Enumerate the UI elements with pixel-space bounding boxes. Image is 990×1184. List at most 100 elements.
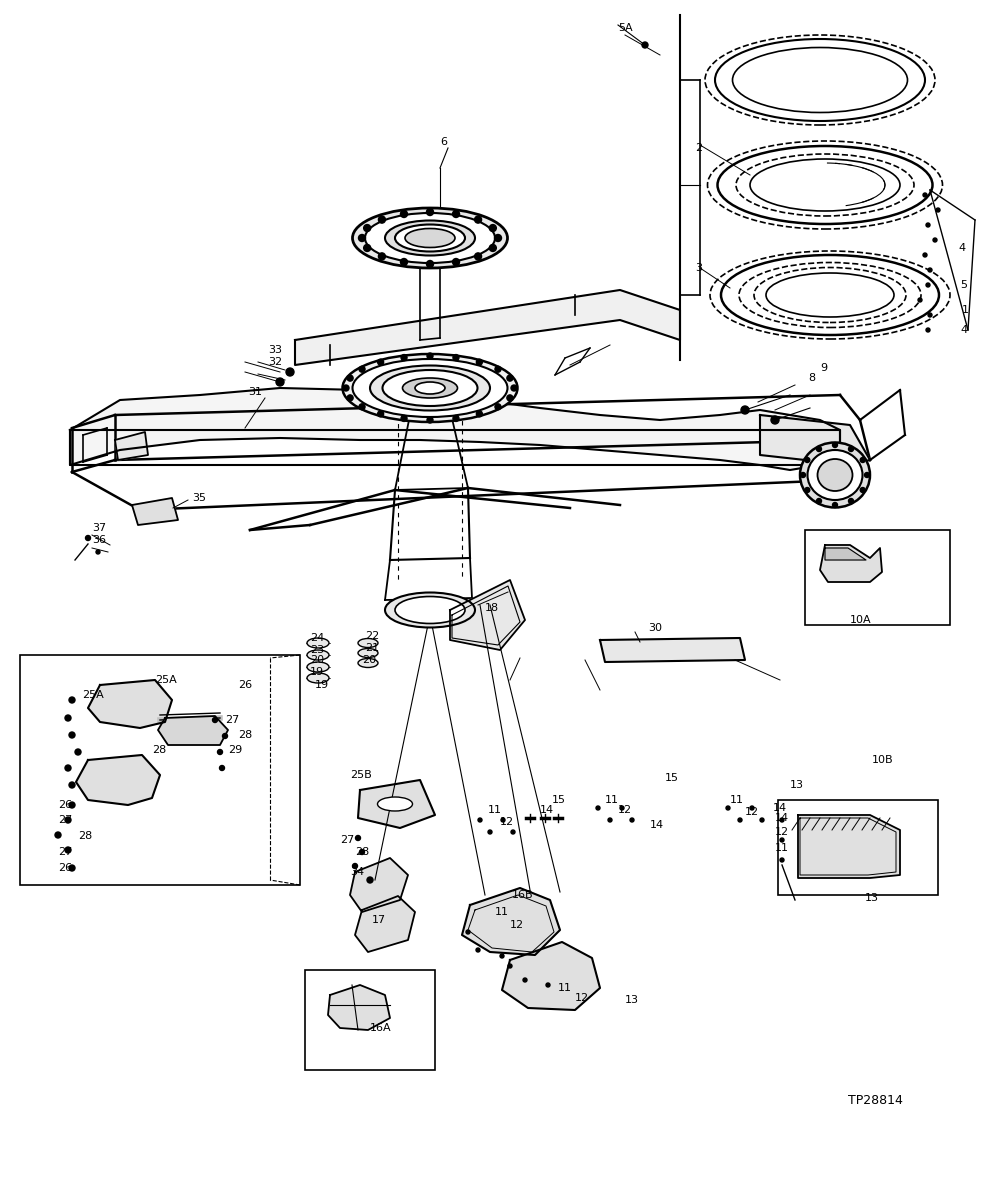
Polygon shape (820, 545, 882, 583)
Text: 14: 14 (650, 821, 664, 830)
Circle shape (508, 964, 512, 969)
Text: 11: 11 (558, 983, 572, 993)
Text: 33: 33 (268, 345, 282, 355)
Text: 25B: 25B (350, 770, 372, 780)
Text: 19: 19 (310, 667, 324, 677)
Bar (20, 655, 300, 884)
Circle shape (833, 502, 838, 508)
Text: 29: 29 (228, 745, 243, 755)
Polygon shape (70, 388, 840, 470)
Text: 36: 36 (92, 535, 106, 545)
Circle shape (65, 765, 71, 771)
Text: 13: 13 (865, 893, 879, 903)
Circle shape (780, 818, 784, 822)
Text: 35: 35 (192, 493, 206, 503)
Polygon shape (158, 716, 228, 745)
Circle shape (926, 283, 930, 287)
Ellipse shape (365, 213, 495, 263)
Polygon shape (450, 580, 525, 650)
Circle shape (620, 806, 624, 810)
Circle shape (494, 234, 502, 242)
Circle shape (630, 818, 634, 822)
Polygon shape (132, 498, 178, 525)
Circle shape (501, 818, 505, 822)
Circle shape (55, 832, 61, 838)
Circle shape (427, 417, 433, 423)
Circle shape (401, 211, 408, 218)
Ellipse shape (808, 450, 862, 500)
Polygon shape (600, 638, 745, 662)
Text: 26: 26 (238, 680, 252, 690)
Circle shape (507, 395, 513, 401)
Text: 34: 34 (350, 867, 364, 877)
Circle shape (401, 354, 407, 361)
Circle shape (476, 948, 480, 952)
Text: 14: 14 (775, 813, 789, 823)
Bar (805, 530, 950, 625)
Text: 10A: 10A (850, 614, 871, 625)
Circle shape (213, 718, 218, 722)
Text: 20: 20 (310, 655, 324, 665)
Circle shape (523, 978, 527, 982)
Text: 11: 11 (488, 805, 502, 815)
Text: 28: 28 (152, 745, 166, 755)
Text: 20: 20 (362, 655, 376, 665)
Ellipse shape (352, 208, 508, 268)
Circle shape (801, 472, 806, 477)
Circle shape (452, 211, 459, 218)
Circle shape (750, 806, 754, 810)
Circle shape (805, 488, 810, 493)
Circle shape (378, 253, 385, 259)
Polygon shape (88, 680, 172, 728)
Ellipse shape (395, 597, 465, 624)
Circle shape (347, 395, 353, 401)
Ellipse shape (385, 592, 475, 628)
Circle shape (817, 446, 822, 451)
Circle shape (933, 238, 937, 242)
Circle shape (507, 375, 513, 381)
Ellipse shape (358, 658, 378, 668)
Bar (778, 800, 938, 895)
Circle shape (466, 929, 470, 934)
Circle shape (780, 838, 784, 842)
Ellipse shape (405, 229, 455, 247)
Text: 28: 28 (355, 847, 369, 857)
Ellipse shape (352, 359, 508, 417)
Circle shape (452, 258, 459, 265)
Text: 8: 8 (808, 373, 815, 382)
Polygon shape (115, 432, 148, 461)
Text: TP28814: TP28814 (848, 1094, 903, 1107)
Text: 14: 14 (540, 805, 554, 815)
Text: 10B: 10B (872, 755, 894, 765)
Circle shape (780, 858, 784, 862)
Circle shape (401, 416, 407, 422)
Circle shape (65, 715, 71, 721)
Text: 4: 4 (960, 324, 967, 335)
Circle shape (864, 472, 869, 477)
Text: 12: 12 (500, 817, 514, 826)
Circle shape (223, 734, 228, 739)
Circle shape (377, 359, 384, 365)
Text: 24: 24 (310, 633, 325, 643)
Circle shape (760, 818, 764, 822)
Circle shape (358, 234, 365, 242)
Circle shape (363, 225, 370, 232)
Circle shape (69, 732, 75, 738)
Circle shape (378, 217, 385, 223)
Circle shape (928, 268, 932, 272)
Text: 16A: 16A (370, 1023, 392, 1032)
Circle shape (488, 830, 492, 834)
Circle shape (75, 749, 81, 755)
Text: 4: 4 (958, 243, 965, 253)
Circle shape (85, 535, 90, 541)
Circle shape (401, 258, 408, 265)
Circle shape (453, 416, 459, 422)
Text: 32: 32 (268, 358, 282, 367)
Circle shape (642, 41, 648, 49)
Circle shape (355, 836, 360, 841)
Circle shape (96, 551, 100, 554)
Text: 11: 11 (605, 794, 619, 805)
Text: 26: 26 (58, 863, 72, 873)
Text: 13: 13 (625, 995, 639, 1005)
Circle shape (474, 253, 481, 259)
